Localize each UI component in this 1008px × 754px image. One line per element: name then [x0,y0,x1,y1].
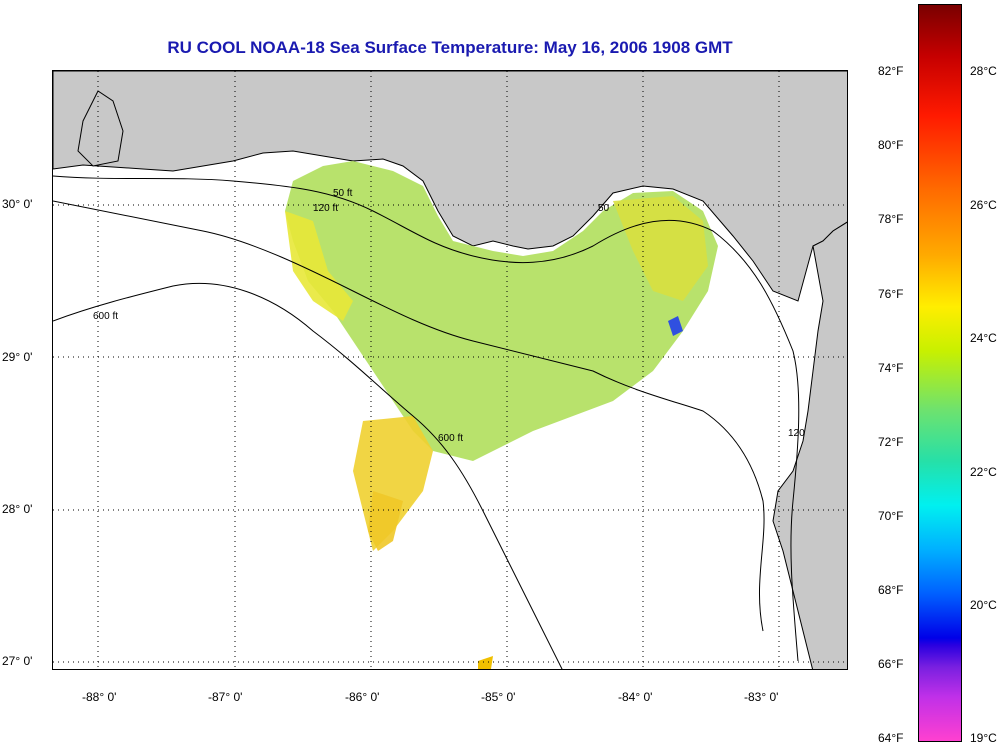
contour-label: 120 ft [313,203,338,214]
sst-cold-spot [668,316,683,336]
colorbar-f-label: 82°F [878,64,904,78]
sst-map: 50 ft 120 ft 600 ft 600 ft 50 120 [53,71,847,669]
lon-tick-label: -85° 0' [481,690,516,704]
contour-label: 600 ft [93,311,118,322]
colorbar-c-label: 24°C [970,331,997,345]
land-mobile-bay [77,90,124,167]
colorbar-c-label: 19°C [970,731,997,745]
contour-label: 50 ft [333,188,353,199]
colorbar-f-label: 72°F [878,435,904,449]
colorbar-c-label: 20°C [970,598,997,612]
colorbar-f-label: 76°F [878,287,904,301]
temperature-colorbar [918,4,962,742]
sst-patch-west [285,211,353,321]
colorbar-f-label: 64°F [878,731,904,745]
contour-50ft [53,175,800,662]
lon-tick-label: -83° 0' [744,690,779,704]
lon-tick-label: -87° 0' [208,690,243,704]
lat-tick-label: 28° 0' [2,502,33,516]
lat-tick-label: 29° 0' [2,350,33,364]
lat-tick-label: 30° 0' [2,197,33,211]
lon-grid [97,71,780,669]
sst-patch-bottom [478,656,493,669]
contour-120ft [53,200,765,632]
colorbar-f-label: 78°F [878,212,904,226]
colorbar-f-label: 80°F [878,138,904,152]
colorbar-c-label: 22°C [970,465,997,479]
contour-600ft [53,282,563,669]
lat-tick-label: 27° 0' [2,654,33,668]
land-north [53,71,847,302]
colorbar-f-label: 70°F [878,509,904,523]
colorbar-f-label: 66°F [878,657,904,671]
lon-tick-label: -86° 0' [345,690,380,704]
colorbar-f-label: 74°F [878,361,904,375]
contour-label: 120 [788,428,805,439]
lon-tick-label: -84° 0' [618,690,653,704]
lon-tick-label: -88° 0' [82,690,117,704]
colorbar-c-label: 26°C [970,198,997,212]
colorbar-f-label: 68°F [878,583,904,597]
contour-label: 600 ft [438,433,463,444]
contour-label: 50 [598,203,610,214]
map-title: RU COOL NOAA-18 Sea Surface Temperature:… [167,38,733,57]
map-frame[interactable]: 50 ft 120 ft 600 ft 600 ft 50 120 [52,70,848,670]
sst-patch-east [613,196,708,301]
sst-patch-southwest [368,491,403,551]
colorbar-c-label: 28°C [970,64,997,78]
